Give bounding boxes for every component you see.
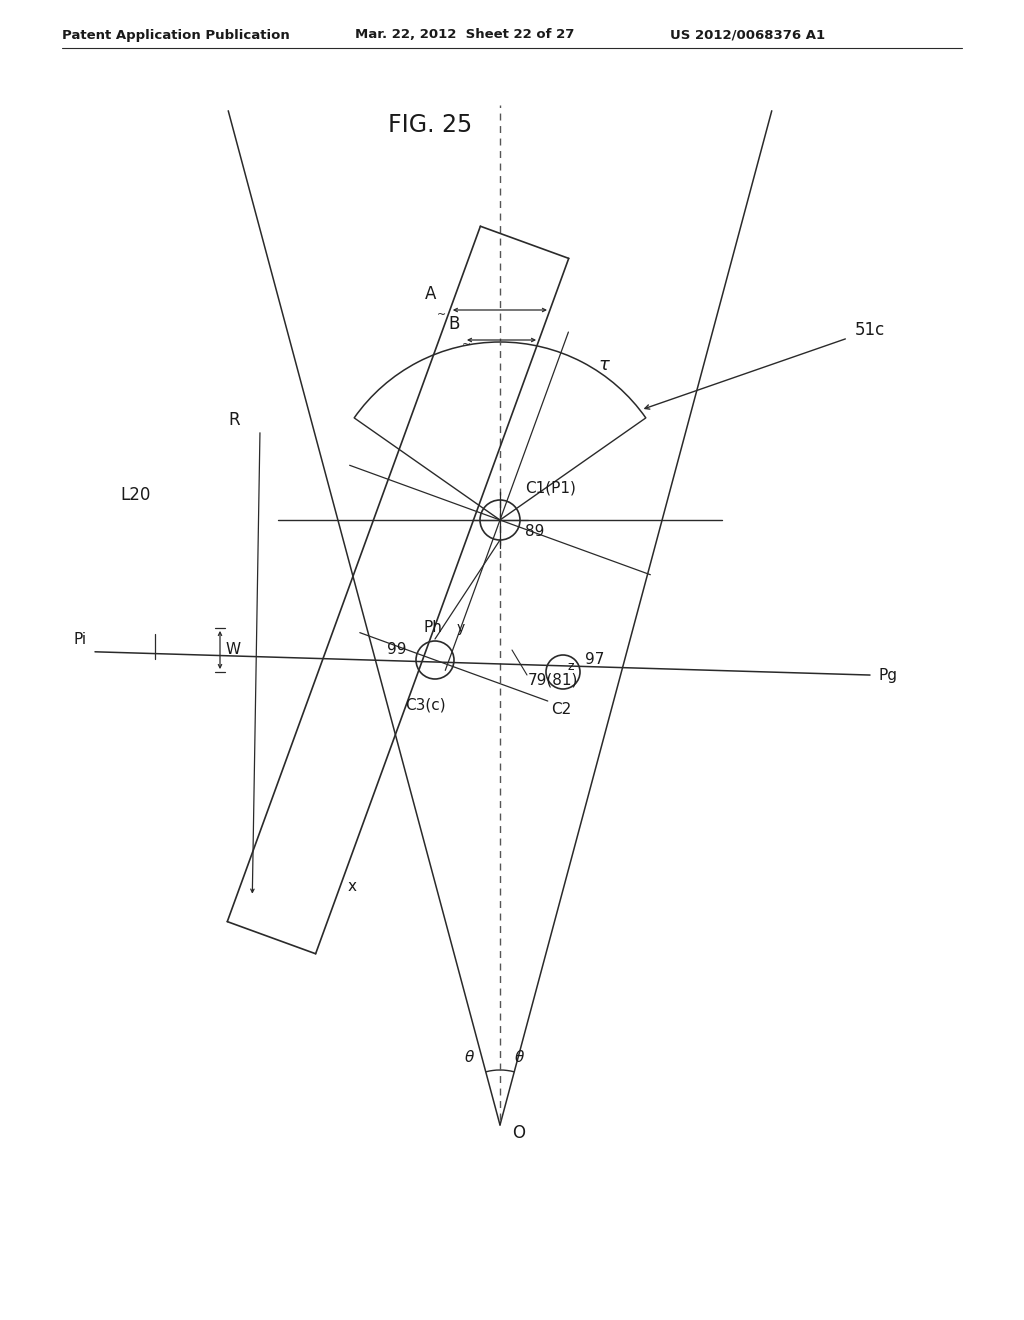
Text: O: O [512, 1125, 525, 1142]
Text: C2: C2 [551, 702, 571, 718]
Text: z: z [568, 660, 574, 673]
Text: FIG. 25: FIG. 25 [388, 114, 472, 137]
Text: Pi: Pi [74, 632, 87, 647]
Text: ~: ~ [462, 341, 471, 350]
Text: ~: ~ [437, 310, 446, 319]
Text: 51c: 51c [855, 321, 886, 339]
Text: Ph: Ph [424, 620, 442, 635]
Text: R: R [228, 411, 240, 429]
Text: Patent Application Publication: Patent Application Publication [62, 29, 290, 41]
Text: W: W [226, 643, 241, 657]
Text: B: B [449, 315, 460, 333]
Text: 89: 89 [525, 524, 545, 540]
Text: Pg: Pg [878, 668, 897, 682]
Text: C1(P1): C1(P1) [525, 480, 575, 495]
Text: y: y [457, 620, 465, 635]
Text: τ: τ [598, 356, 609, 374]
Text: US 2012/0068376 A1: US 2012/0068376 A1 [670, 29, 825, 41]
Text: 79(81): 79(81) [528, 672, 579, 688]
Text: x: x [348, 879, 357, 894]
Text: A: A [425, 285, 436, 304]
Text: 97: 97 [585, 652, 604, 668]
Text: Mar. 22, 2012  Sheet 22 of 27: Mar. 22, 2012 Sheet 22 of 27 [355, 29, 574, 41]
Text: $\theta$: $\theta$ [514, 1049, 525, 1065]
Text: 99: 99 [387, 643, 407, 657]
Text: L20: L20 [120, 486, 151, 504]
Text: C3(c): C3(c) [404, 697, 445, 713]
Text: $\theta$: $\theta$ [465, 1049, 475, 1065]
